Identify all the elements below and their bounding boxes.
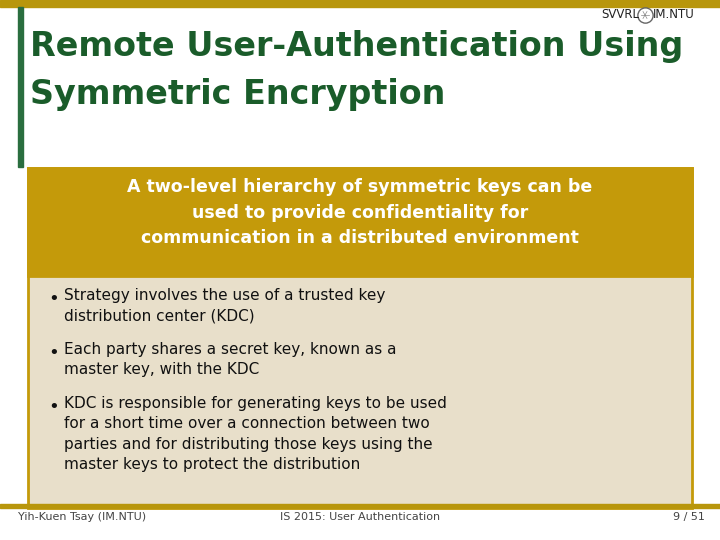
Bar xyxy=(0,504,720,508)
Text: SVVRL: SVVRL xyxy=(601,8,639,21)
FancyBboxPatch shape xyxy=(28,168,692,508)
Text: •: • xyxy=(48,398,59,416)
FancyBboxPatch shape xyxy=(28,168,692,276)
Text: KDC is responsible for generating keys to be used
for a short time over a connec: KDC is responsible for generating keys t… xyxy=(64,396,447,472)
Text: 9 / 51: 9 / 51 xyxy=(673,512,705,522)
Text: Strategy involves the use of a trusted key
distribution center (KDC): Strategy involves the use of a trusted k… xyxy=(64,288,385,323)
Text: IS 2015: User Authentication: IS 2015: User Authentication xyxy=(280,512,440,522)
Text: •: • xyxy=(48,344,59,362)
Text: Each party shares a secret key, known as a
master key, with the KDC: Each party shares a secret key, known as… xyxy=(64,342,397,377)
Text: Remote User-Authentication Using: Remote User-Authentication Using xyxy=(30,30,683,63)
Text: IM.NTU: IM.NTU xyxy=(653,8,695,21)
Text: Symmetric Encryption: Symmetric Encryption xyxy=(30,78,446,111)
Bar xyxy=(0,0,720,7)
Text: A two-level hierarchy of symmetric keys can be
used to provide confidentiality f: A two-level hierarchy of symmetric keys … xyxy=(127,178,593,247)
Bar xyxy=(18,7,23,167)
Text: Yih-Kuen Tsay (IM.NTU): Yih-Kuen Tsay (IM.NTU) xyxy=(18,512,146,522)
Text: •: • xyxy=(48,290,59,308)
